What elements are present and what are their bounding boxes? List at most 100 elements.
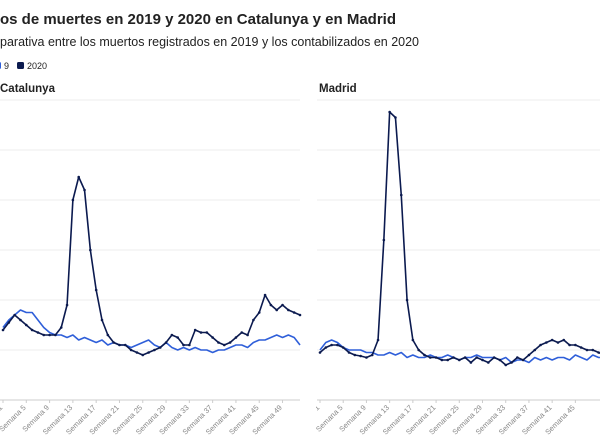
point: [30, 328, 34, 332]
point: [417, 348, 420, 352]
point: [228, 341, 232, 344]
point: [193, 328, 197, 332]
point: [176, 336, 180, 339]
point: [481, 358, 484, 362]
point: [347, 351, 351, 354]
point: [475, 356, 479, 359]
point: [54, 333, 57, 337]
point: [94, 288, 98, 292]
point: [510, 361, 513, 364]
point: [112, 341, 115, 344]
point: [153, 348, 156, 352]
point: [457, 358, 461, 362]
point: [246, 333, 249, 337]
point: [591, 348, 595, 352]
point: [440, 358, 444, 362]
point: [275, 308, 279, 312]
point: [452, 356, 455, 359]
point: [89, 248, 92, 252]
point: [71, 198, 75, 202]
point: [411, 338, 415, 342]
point: [129, 348, 133, 352]
point: [585, 348, 589, 352]
point: [568, 343, 571, 347]
point: [324, 346, 328, 349]
point: [428, 356, 432, 359]
point: [24, 323, 28, 327]
point: [7, 321, 11, 324]
point: [365, 356, 368, 359]
point: [521, 358, 525, 362]
point: [370, 353, 374, 357]
point: [36, 331, 40, 334]
series-line: [319, 111, 600, 366]
point: [1, 328, 5, 332]
point: [539, 343, 542, 347]
point: [446, 358, 449, 362]
legend-swatch: [17, 62, 25, 69]
point: [222, 343, 226, 347]
point: [281, 303, 284, 307]
point: [341, 346, 345, 349]
point: [141, 353, 145, 357]
point: [100, 318, 104, 322]
point: [199, 331, 203, 334]
point: [579, 346, 583, 349]
legend-swatch: [0, 62, 1, 69]
point: [164, 341, 168, 344]
point: [469, 361, 473, 364]
point: [330, 343, 333, 347]
point: [504, 363, 508, 367]
point: [382, 238, 386, 242]
point: [147, 351, 150, 354]
point: [545, 341, 548, 344]
point: [359, 354, 362, 358]
legend-label: 9: [4, 61, 9, 71]
subtitle: parativa entre los muertos registrados e…: [0, 35, 419, 49]
point: [269, 303, 273, 307]
point: [240, 331, 244, 334]
point: [77, 175, 81, 179]
point: [106, 333, 110, 337]
point: [59, 326, 63, 329]
point: [83, 188, 86, 192]
point: [405, 298, 409, 302]
point: [123, 343, 127, 347]
point: [394, 116, 397, 119]
point: [48, 333, 51, 337]
series-line: [319, 339, 600, 364]
point: [492, 356, 496, 359]
point: [434, 356, 438, 359]
point: [217, 341, 220, 344]
point: [170, 333, 174, 337]
point: [13, 313, 16, 317]
point: [211, 336, 214, 339]
point: [292, 311, 296, 314]
point: [423, 353, 426, 357]
point: [252, 318, 255, 322]
title: os de muertes en 2019 y 2020 en Cataluny…: [0, 11, 396, 28]
point: [182, 343, 185, 347]
point: [498, 358, 502, 362]
panel-title: Catalunya: [0, 83, 56, 95]
panel-title: Madrid: [319, 83, 357, 95]
point: [516, 356, 519, 359]
series-line: [2, 176, 301, 356]
series-line: [2, 309, 301, 354]
point: [318, 351, 322, 354]
point: [42, 333, 46, 337]
point: [376, 338, 380, 342]
point: [399, 193, 403, 197]
point: [205, 331, 209, 334]
point: [527, 353, 531, 357]
point: [388, 110, 391, 114]
point: [533, 348, 537, 352]
point: [287, 308, 290, 312]
legend-label: 2020: [27, 61, 47, 71]
point: [234, 336, 238, 339]
point: [135, 351, 139, 354]
point: [353, 353, 357, 357]
